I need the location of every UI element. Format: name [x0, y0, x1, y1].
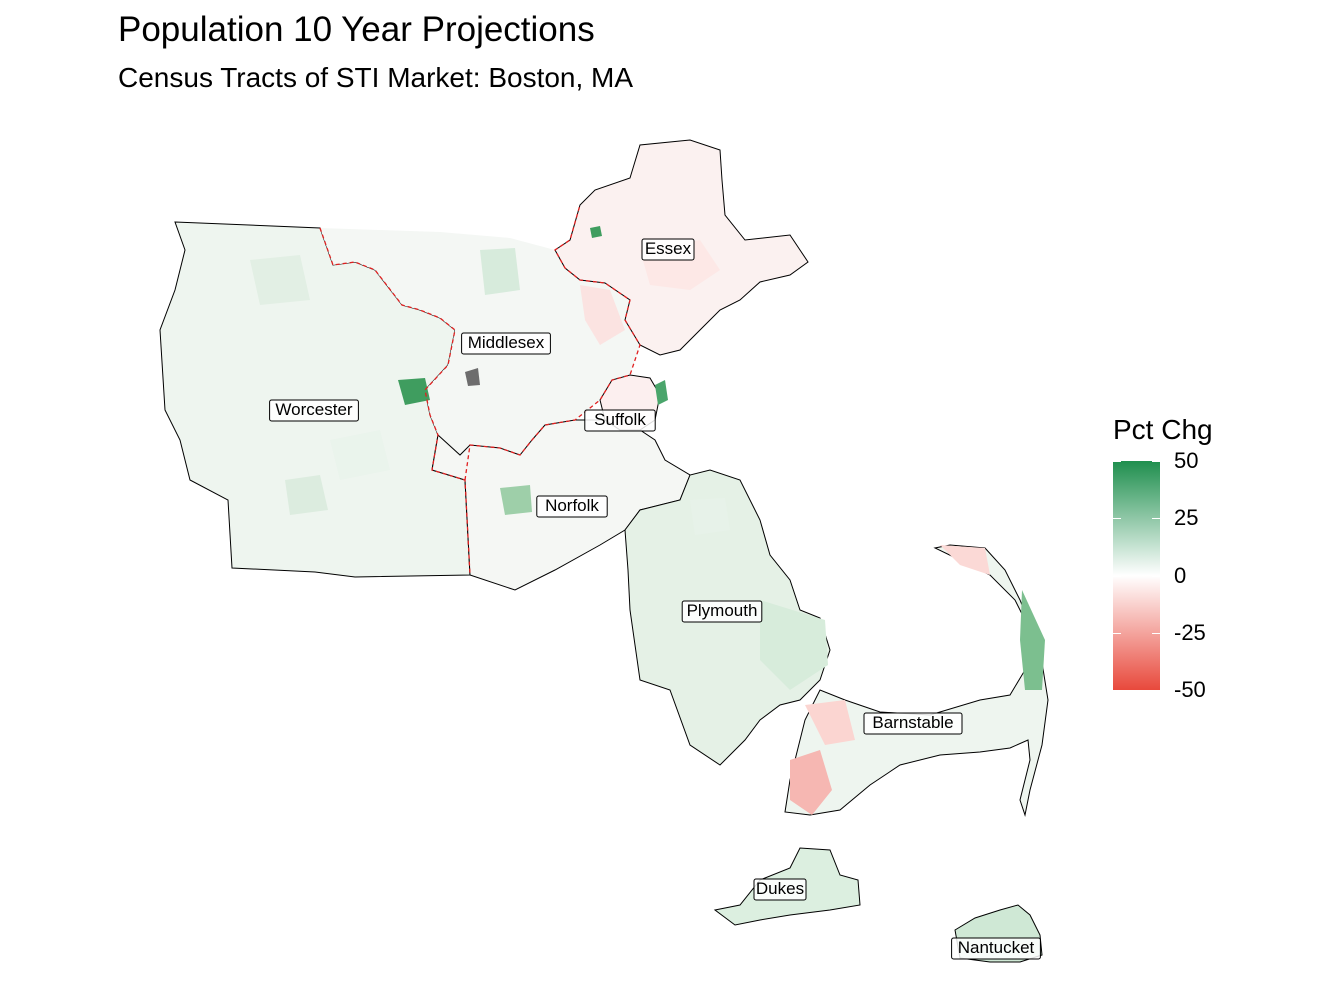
- county-label-barnstable: Barnstable: [863, 712, 963, 735]
- county-label-text: Barnstable: [872, 713, 953, 732]
- county-label-worcester: Worcester: [269, 399, 359, 422]
- county-label-text: Essex: [645, 239, 692, 258]
- county-label-text: Worcester: [275, 400, 352, 419]
- county-shape-barnstable[interactable]: [784, 544, 1049, 817]
- map-title: Population 10 Year Projections: [118, 10, 595, 49]
- legend-tick-label: 50: [1174, 448, 1199, 473]
- legend-tick-mark: [1113, 461, 1121, 462]
- legend-tick-label: -50: [1174, 677, 1206, 702]
- county-label-essex: Essex: [641, 238, 695, 261]
- county-label-text: Middlesex: [468, 333, 545, 352]
- legend-tick-mark: [1152, 575, 1160, 577]
- county-label-middlesex: Middlesex: [461, 332, 551, 355]
- county-label-suffolk: Suffolk: [584, 409, 656, 432]
- county-label-text: Norfolk: [545, 496, 599, 515]
- county-label-norfolk: Norfolk: [536, 495, 608, 518]
- county-label-text: Suffolk: [594, 410, 646, 429]
- legend-title: Pct Chg: [1113, 414, 1213, 445]
- county-label-text: Plymouth: [687, 601, 758, 620]
- legend-tick-mark: [1113, 518, 1121, 520]
- legend-tick-mark: [1113, 690, 1121, 691]
- county-label-text: Dukes: [756, 879, 804, 898]
- county-label-dukes: Dukes: [753, 878, 807, 901]
- legend-tick-mark: [1152, 690, 1160, 691]
- map-subtitle: Census Tracts of STI Market: Boston, MA: [118, 62, 634, 93]
- legend-tick-mark: [1152, 461, 1160, 462]
- county-label-nantucket: Nantucket: [951, 937, 1041, 960]
- legend-tick-mark: [1152, 632, 1160, 634]
- legend-tick-label: 0: [1174, 562, 1187, 588]
- legend-tick-label: -25: [1174, 619, 1206, 645]
- county-label-text: Nantucket: [958, 938, 1035, 957]
- county-label-plymouth: Plymouth: [681, 600, 763, 623]
- sti-market-boundary-east: [464, 204, 641, 481]
- legend-tick-label: 25: [1174, 505, 1199, 531]
- legend-tick-mark: [1113, 632, 1121, 634]
- legend-tick-mark: [1152, 518, 1160, 520]
- legend-tick-mark: [1113, 575, 1121, 577]
